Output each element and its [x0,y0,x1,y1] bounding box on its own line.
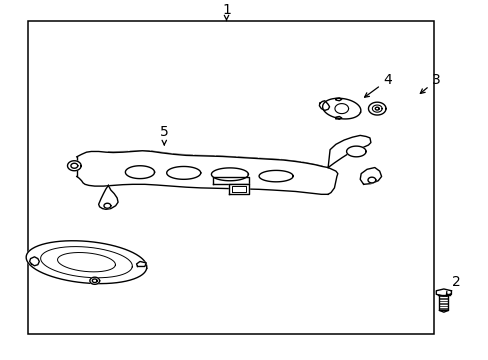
Polygon shape [360,167,381,184]
Polygon shape [212,177,249,184]
Polygon shape [67,161,81,171]
Text: 5: 5 [160,125,168,145]
Text: 1: 1 [222,3,230,20]
Polygon shape [92,279,97,283]
Bar [28,21,433,334]
Text: 3: 3 [420,73,440,94]
Polygon shape [435,289,450,296]
Text: 4: 4 [364,73,391,97]
Polygon shape [228,184,249,194]
Polygon shape [322,98,360,119]
Polygon shape [346,146,366,157]
Polygon shape [334,104,348,114]
Polygon shape [319,101,329,111]
Polygon shape [26,241,146,284]
Polygon shape [374,107,378,110]
Polygon shape [335,98,341,101]
Polygon shape [367,177,375,183]
Polygon shape [99,185,118,209]
Polygon shape [30,257,39,266]
Polygon shape [104,203,111,208]
Polygon shape [211,168,248,181]
Polygon shape [439,295,447,310]
Polygon shape [77,151,337,194]
Polygon shape [136,261,146,266]
Text: 2: 2 [445,275,459,296]
Polygon shape [259,170,292,182]
Polygon shape [71,163,78,168]
Polygon shape [90,277,100,284]
Polygon shape [125,166,154,179]
Polygon shape [166,166,201,179]
Polygon shape [368,102,385,115]
Polygon shape [327,135,370,167]
Polygon shape [335,117,341,119]
